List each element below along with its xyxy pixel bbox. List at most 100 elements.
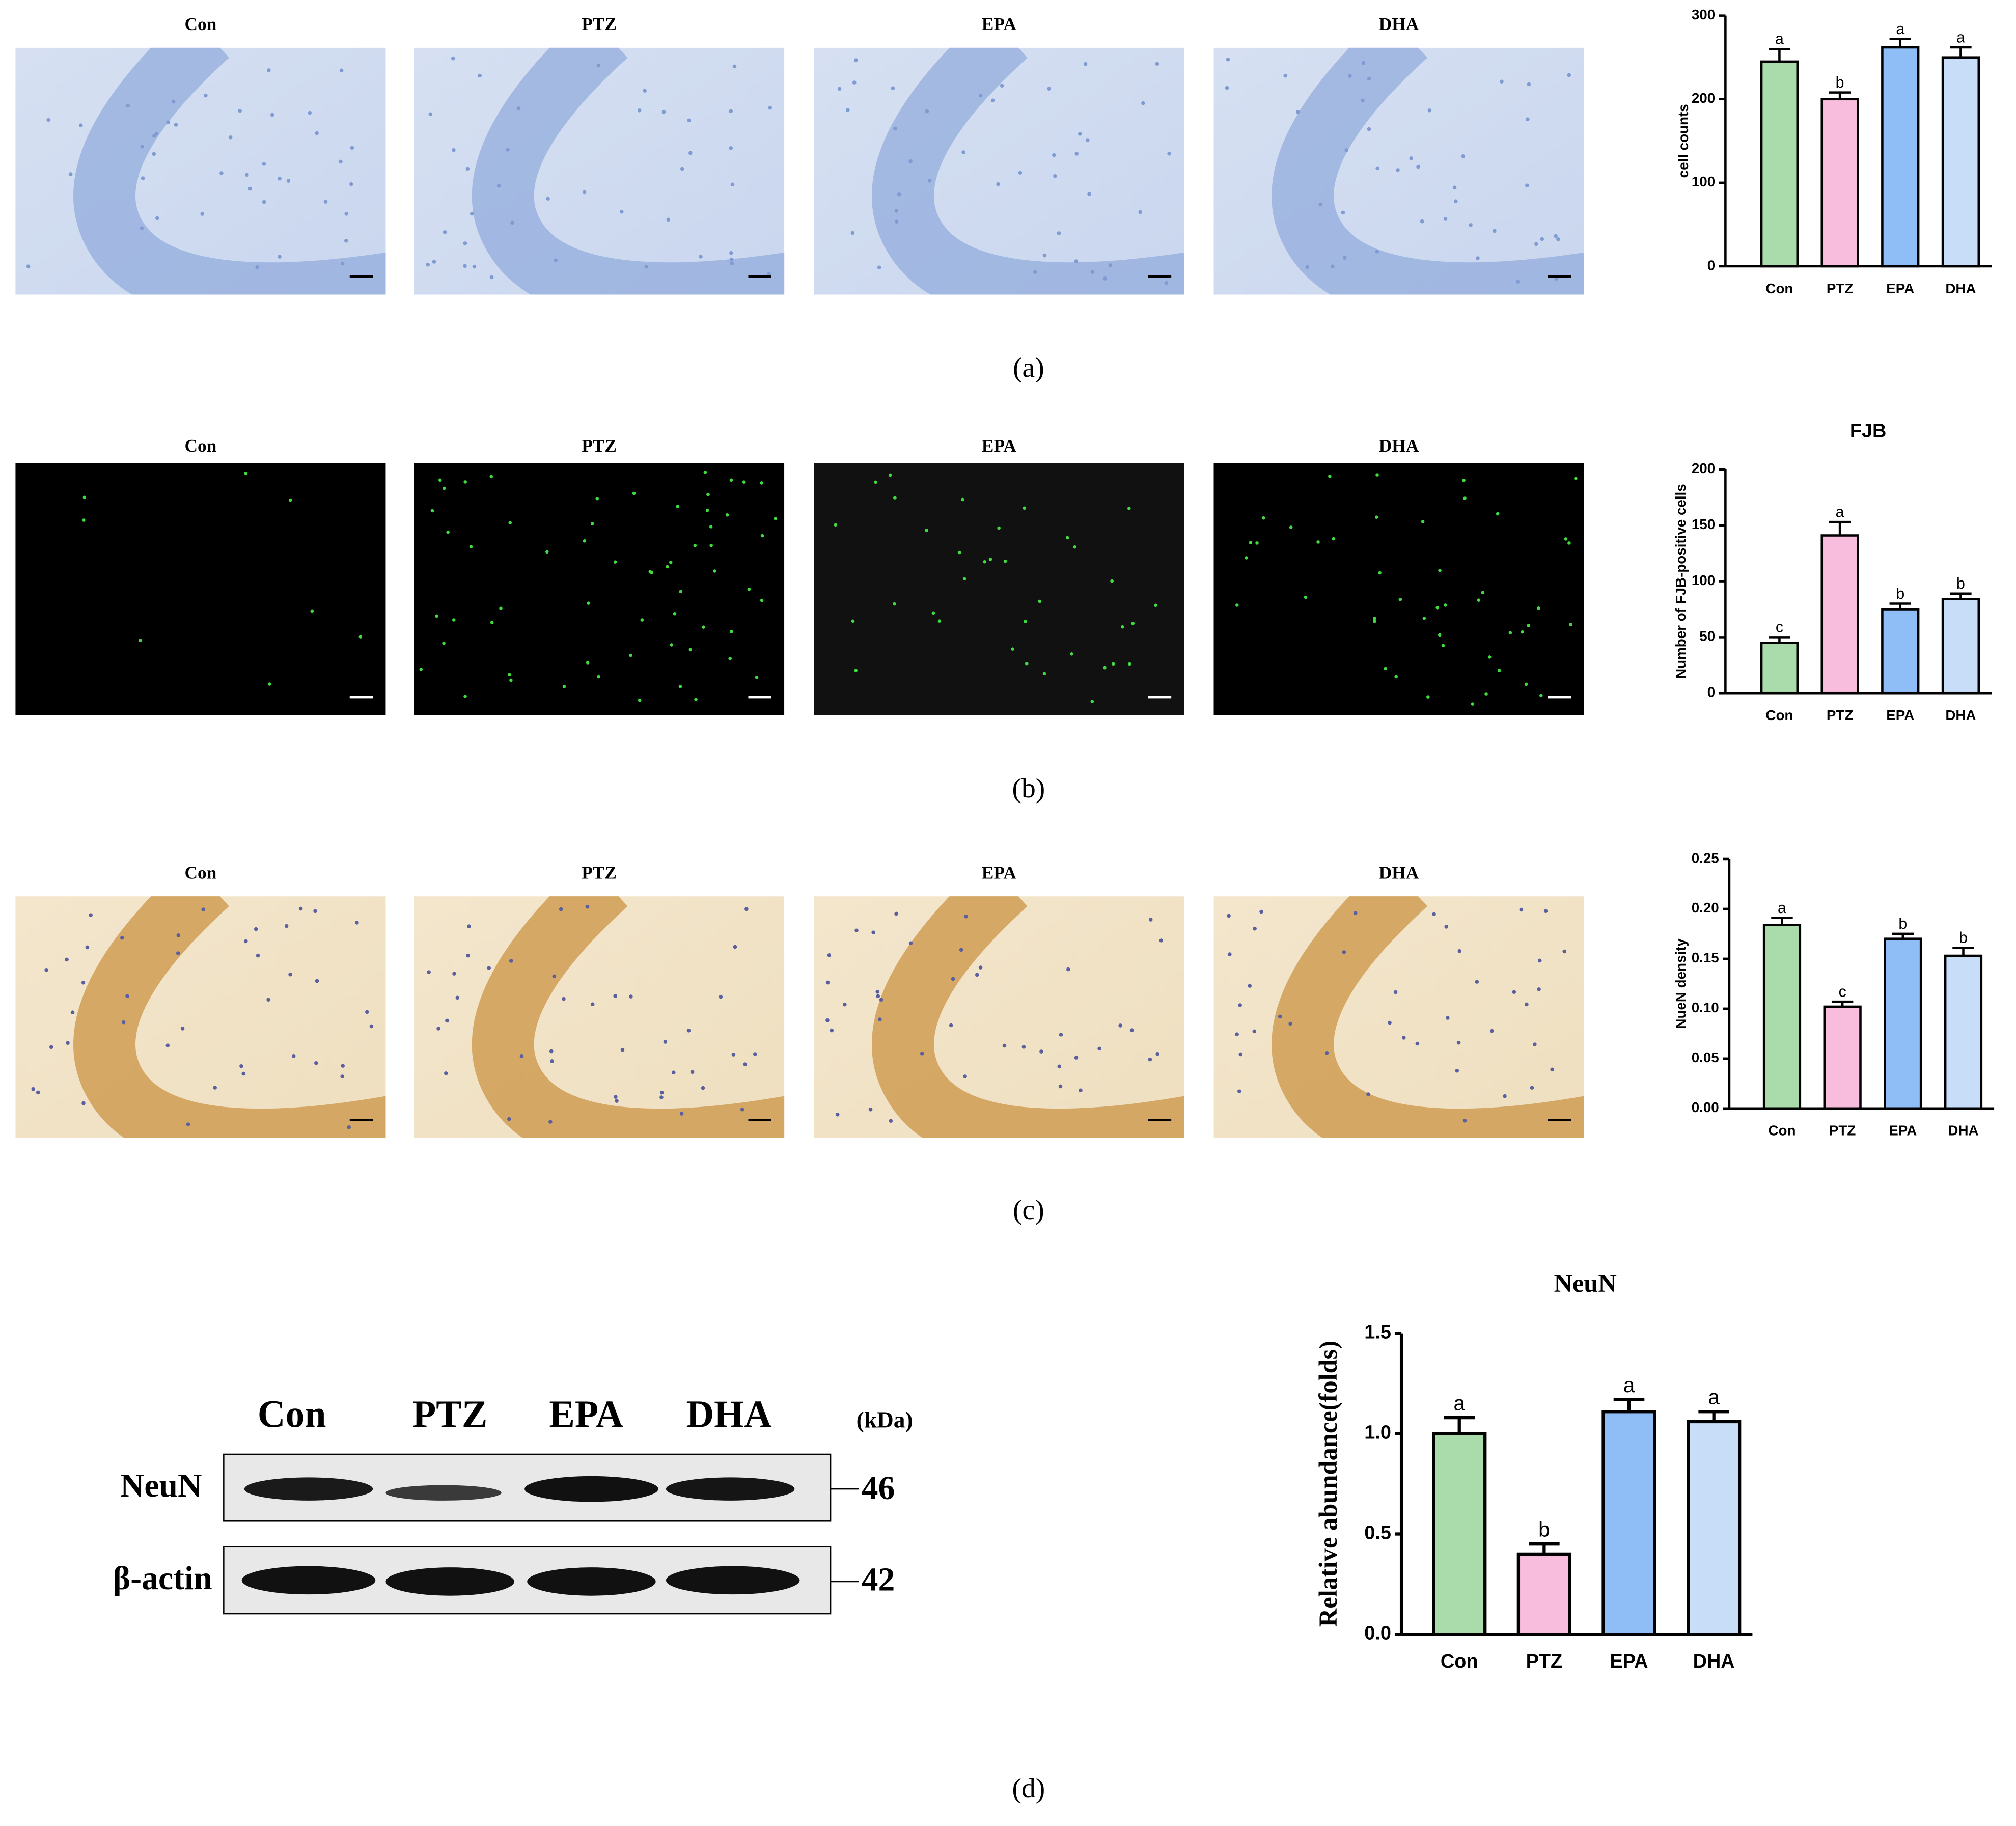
cell — [686, 1029, 691, 1033]
cell — [1332, 537, 1336, 541]
cell — [204, 93, 208, 98]
cell — [487, 966, 491, 970]
x-tick-label: PTZ — [1827, 707, 1853, 723]
cell — [1416, 164, 1420, 169]
cell — [1097, 1046, 1101, 1051]
image-label: PTZ — [582, 436, 617, 456]
cell — [256, 953, 260, 958]
cell — [1083, 62, 1088, 66]
panel-label: (a) — [1013, 352, 1044, 383]
lane-label: EPA — [549, 1394, 623, 1436]
cell — [1438, 568, 1442, 572]
cell — [298, 906, 303, 911]
cell — [443, 230, 447, 234]
cell — [908, 941, 913, 946]
significance-letter: a — [1778, 900, 1786, 917]
cell — [139, 639, 142, 642]
cell — [925, 109, 929, 114]
cell — [1155, 1052, 1159, 1056]
cell — [315, 979, 319, 983]
cell — [1481, 591, 1485, 594]
cell — [435, 614, 438, 618]
cell — [1305, 265, 1310, 269]
cell — [1524, 682, 1528, 686]
cell — [549, 1049, 554, 1054]
cell — [990, 98, 995, 102]
cell — [619, 210, 624, 214]
cell — [546, 197, 550, 201]
significance-letter: a — [1453, 1391, 1465, 1415]
significance-letter: a — [1708, 1386, 1720, 1409]
cell — [730, 630, 733, 633]
cell — [1444, 925, 1449, 929]
cell — [79, 123, 83, 128]
cell — [997, 526, 1001, 530]
cell — [931, 611, 935, 615]
cell — [1111, 662, 1115, 666]
cell — [676, 505, 680, 508]
cell — [1540, 237, 1544, 241]
cell — [747, 587, 751, 591]
x-tick-label: PTZ — [1829, 1123, 1856, 1139]
cell — [854, 669, 858, 672]
cell — [472, 264, 477, 269]
cell — [1564, 537, 1568, 541]
cell — [659, 1095, 664, 1099]
cell — [166, 120, 170, 124]
band — [666, 1566, 800, 1595]
cell — [1367, 127, 1371, 131]
band — [524, 1476, 658, 1502]
bar — [1760, 60, 1799, 268]
cell — [837, 87, 842, 91]
cell — [1073, 545, 1076, 549]
x-tick-label: Con — [1765, 707, 1793, 723]
cell — [1533, 1042, 1537, 1046]
cell — [478, 73, 482, 78]
cell — [46, 118, 51, 122]
cell — [894, 209, 899, 213]
cell — [1512, 990, 1516, 994]
cell — [1457, 949, 1462, 953]
cell — [978, 965, 983, 970]
cell — [1421, 520, 1425, 523]
cell — [1441, 644, 1445, 647]
cell — [1042, 253, 1047, 258]
cell — [455, 995, 460, 1000]
panel-label: (c) — [1013, 1195, 1044, 1226]
cell — [1537, 987, 1541, 991]
micrograph — [414, 47, 785, 295]
significance-letter: b — [1959, 930, 1968, 947]
cell — [323, 200, 328, 204]
cell — [1537, 958, 1542, 963]
cell — [613, 560, 617, 564]
bar — [1823, 1005, 1862, 1110]
y-tick-label: 0.5 — [1364, 1523, 1391, 1544]
y-tick-label: 50 — [1699, 628, 1715, 644]
cell — [927, 178, 932, 183]
cell — [951, 977, 955, 981]
cell — [1515, 280, 1520, 284]
cell — [1378, 571, 1382, 575]
cell — [669, 560, 673, 564]
cell — [732, 64, 737, 69]
x-tick-label: Con — [1441, 1651, 1478, 1672]
cell — [1278, 1014, 1282, 1019]
y-tick-label: 0.20 — [1692, 900, 1719, 916]
cell — [509, 959, 513, 963]
cell — [694, 698, 698, 701]
bar — [1516, 1552, 1572, 1636]
cell — [1348, 74, 1352, 78]
cell — [82, 518, 86, 522]
cell — [1374, 515, 1378, 519]
cell — [638, 698, 642, 702]
cell — [1503, 1094, 1507, 1098]
cell — [827, 953, 832, 957]
micrograph — [1213, 463, 1584, 715]
image-label: Con — [184, 863, 216, 882]
cell — [1521, 630, 1524, 634]
bar — [1432, 1432, 1487, 1636]
cell — [1454, 199, 1458, 203]
cell — [49, 1045, 53, 1049]
cell — [344, 212, 349, 216]
cell — [1021, 1045, 1026, 1049]
